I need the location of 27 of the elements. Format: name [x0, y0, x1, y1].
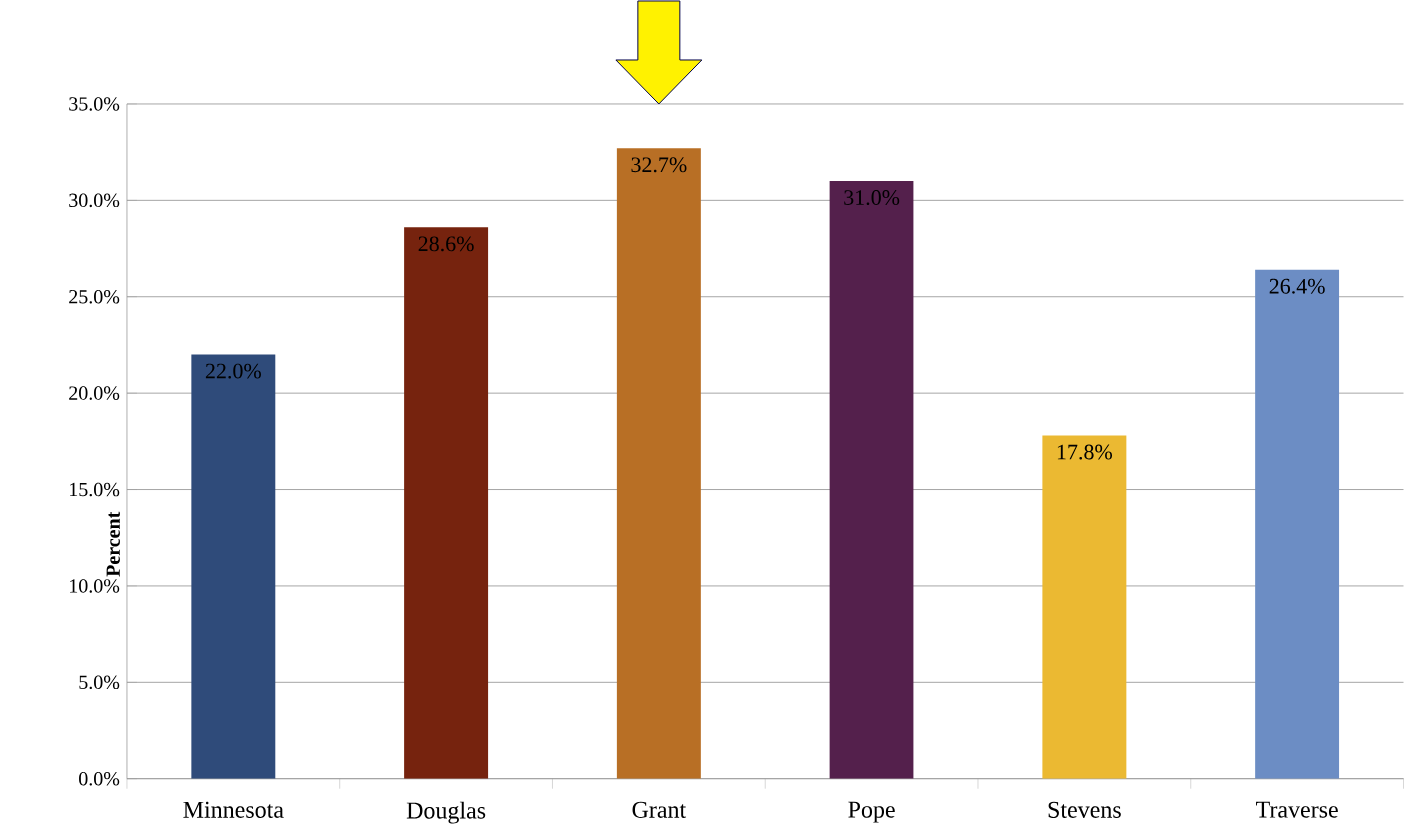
x-tick-label: Traverse — [1256, 801, 1338, 818]
y-tick-label: 25.0% — [69, 290, 120, 304]
data-label: 26.4% — [1269, 278, 1325, 294]
y-axis-title: Percent — [106, 511, 120, 577]
bar — [1255, 269, 1340, 779]
data-label: 17.8% — [1057, 444, 1113, 460]
bar — [829, 181, 914, 779]
y-tick-label: 10.0% — [70, 579, 120, 593]
bar — [616, 148, 701, 779]
data-label: 32.7% — [631, 157, 687, 173]
data-label: 22.0% — [205, 363, 261, 379]
data-label: 31.0% — [844, 190, 900, 206]
x-tick-label: Pope — [848, 801, 895, 823]
x-tick-label: Stevens — [1048, 801, 1121, 819]
y-tick-label: 5.0% — [79, 675, 120, 690]
y-tick-label: 15.0% — [70, 482, 120, 497]
y-tick-label: 35.0% — [69, 97, 120, 111]
y-tick-label: 20.0% — [69, 386, 120, 401]
x-tick-label: Douglas — [406, 801, 486, 824]
y-tick-label: 30.0% — [69, 193, 120, 208]
y-tick-label: 0.0% — [79, 772, 120, 786]
x-tick-label: Grant — [632, 801, 687, 819]
data-label: 28.6% — [418, 236, 474, 252]
bar — [1042, 435, 1127, 779]
x-tick-label: Minnesota — [183, 801, 284, 819]
bar — [191, 354, 276, 779]
bar — [404, 227, 489, 779]
